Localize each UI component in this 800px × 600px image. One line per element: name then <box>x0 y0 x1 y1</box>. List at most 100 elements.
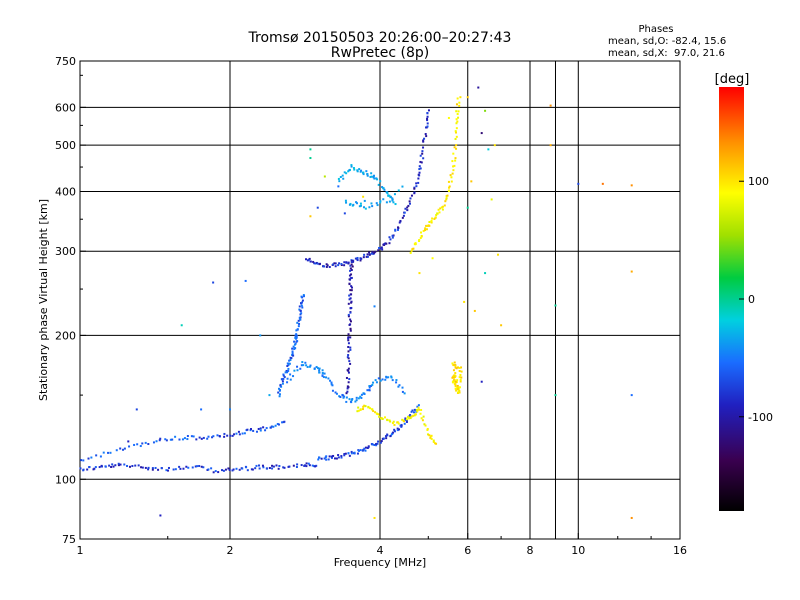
echo-point <box>385 437 388 440</box>
echo-point <box>321 369 324 372</box>
x-tick-label: 1 <box>77 544 84 557</box>
echo-point <box>426 122 429 125</box>
echo-point <box>410 194 413 197</box>
echo-point <box>419 236 422 239</box>
echo-point <box>351 265 354 268</box>
echo-point <box>356 410 359 413</box>
echo-point <box>147 443 150 446</box>
echo-point <box>276 423 279 426</box>
echo-point <box>350 289 353 292</box>
echo-point <box>381 437 384 440</box>
echo-point <box>463 300 466 303</box>
echo-point <box>390 375 393 378</box>
echo-point <box>359 408 362 411</box>
echo-point <box>172 468 175 471</box>
echo-point <box>382 187 385 190</box>
echo-point <box>343 395 346 398</box>
echo-point <box>254 467 257 470</box>
echo-point <box>480 132 483 135</box>
echo-point <box>349 289 352 292</box>
echo-point <box>363 199 366 202</box>
echo-point <box>299 313 302 316</box>
echo-point <box>298 305 301 308</box>
stats-title: Phases <box>638 24 673 35</box>
echo-point <box>347 371 350 374</box>
echo-point <box>453 379 456 382</box>
echo-point <box>417 404 420 407</box>
echo-point <box>456 391 459 394</box>
echo-point <box>318 369 321 372</box>
echo-point <box>457 390 460 393</box>
echo-point <box>458 101 461 104</box>
echo-point <box>416 410 419 413</box>
echo-point <box>134 464 137 467</box>
echo-point <box>460 366 463 369</box>
echo-point <box>386 433 389 436</box>
echo-point <box>298 322 301 325</box>
echo-point <box>387 376 390 379</box>
echo-point <box>418 168 421 171</box>
y-tick-label: 600 <box>55 101 76 114</box>
echo-point <box>352 259 355 262</box>
echo-point <box>377 440 380 443</box>
echo-point <box>423 137 426 140</box>
echo-point <box>272 465 275 468</box>
echo-point <box>293 347 296 350</box>
echo-point <box>343 453 346 456</box>
echo-point <box>292 354 295 357</box>
echo-point <box>252 429 255 432</box>
echo-point <box>411 248 414 251</box>
echo-point <box>379 201 382 204</box>
echo-point <box>455 144 458 147</box>
echo-point <box>458 104 461 107</box>
echo-point <box>347 342 350 345</box>
echo-point <box>334 262 337 265</box>
y-tick-label: 400 <box>55 185 76 198</box>
echo-point <box>288 359 291 362</box>
echo-point <box>415 185 418 188</box>
echo-point <box>278 393 281 396</box>
echo-point <box>454 380 457 383</box>
echo-point <box>456 388 459 391</box>
echo-point <box>410 249 413 252</box>
echo-point <box>212 435 215 438</box>
echo-point <box>392 201 395 204</box>
echo-point <box>346 385 349 388</box>
echo-point <box>347 350 350 353</box>
echo-point <box>393 430 396 433</box>
echo-point <box>426 428 429 431</box>
echo-point <box>282 374 285 377</box>
echo-point <box>421 152 424 155</box>
echo-point <box>453 375 456 378</box>
echo-point <box>238 468 241 471</box>
echo-point <box>452 369 455 372</box>
echo-point <box>167 469 170 472</box>
echo-point <box>382 437 385 440</box>
echo-point <box>360 169 363 172</box>
echo-point <box>357 406 360 409</box>
echo-point <box>403 422 406 425</box>
colorbar-tick-label: -100 <box>748 411 773 424</box>
echo-point <box>301 306 304 309</box>
echo-point <box>355 201 358 204</box>
echo-point <box>372 381 375 384</box>
echo-point <box>390 433 393 436</box>
echo-point <box>309 260 312 263</box>
echo-point <box>277 391 280 394</box>
echo-point <box>389 435 392 438</box>
echo-point <box>338 262 341 265</box>
echo-point <box>371 205 374 208</box>
echo-point <box>346 387 349 390</box>
echo-point <box>300 312 303 315</box>
echo-point <box>458 366 461 369</box>
echo-point <box>378 246 381 249</box>
echo-point <box>191 466 194 469</box>
echo-point <box>300 464 303 467</box>
echo-point <box>316 206 319 209</box>
echo-point <box>299 367 302 370</box>
echo-point <box>344 452 347 455</box>
echo-point <box>356 452 359 455</box>
echo-point <box>360 396 363 399</box>
echo-point <box>421 419 424 422</box>
echo-point <box>367 446 370 449</box>
